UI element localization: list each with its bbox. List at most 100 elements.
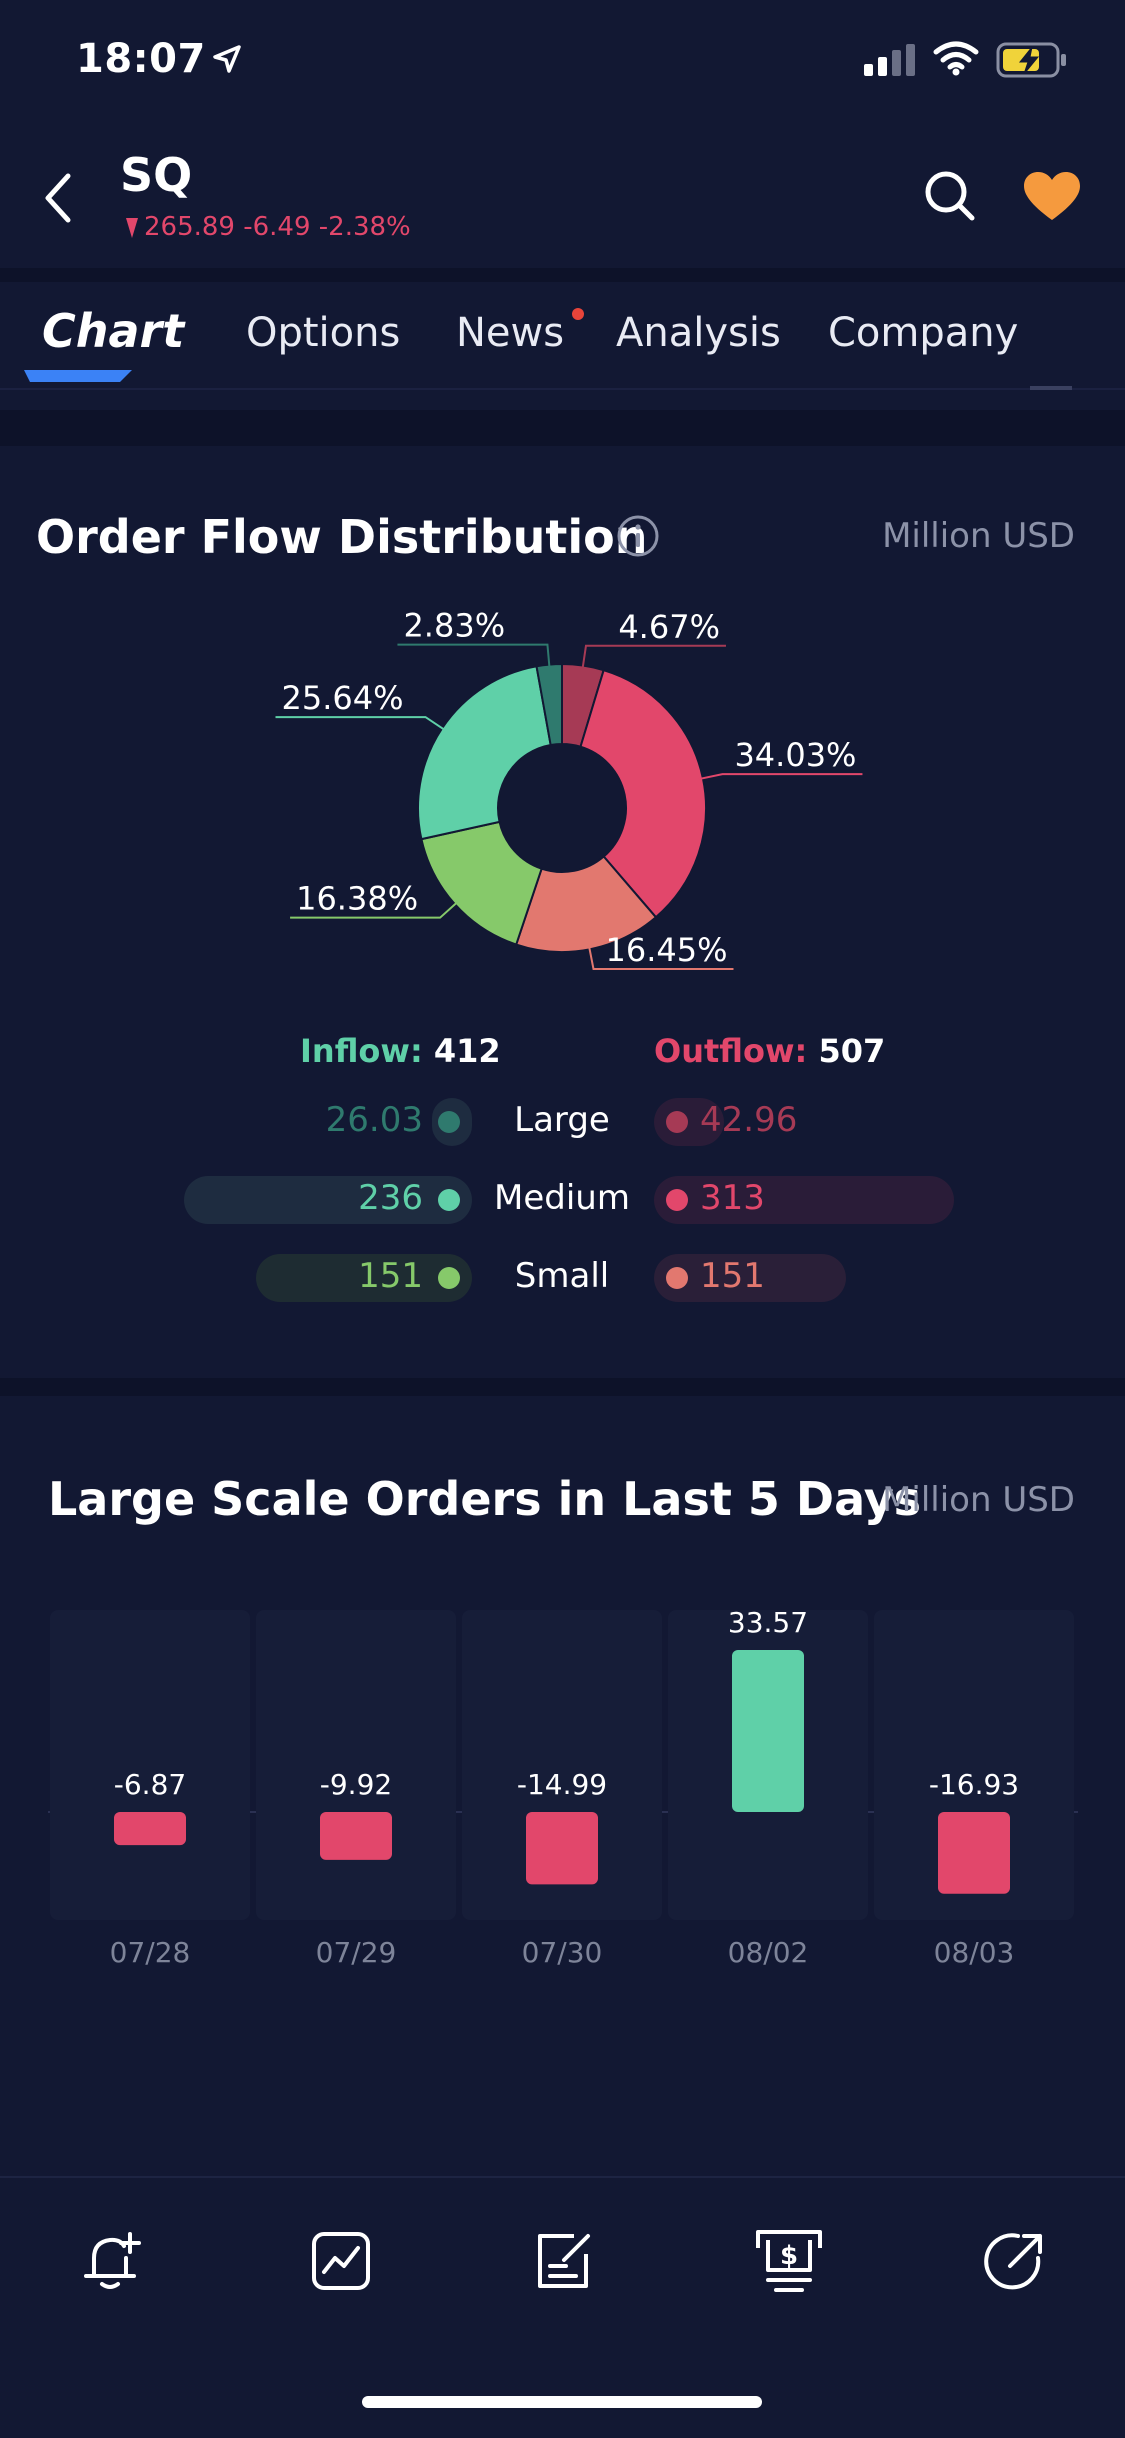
large-orders-unit: Million USD <box>882 1480 1075 1520</box>
cellular-signal-icon <box>864 44 915 76</box>
bar-column-bg <box>50 1610 250 1920</box>
ticker-symbol: SQ <box>120 148 193 202</box>
bar <box>114 1812 186 1846</box>
location-arrow-icon <box>213 45 241 73</box>
inflow-label: Inflow: <box>300 1032 423 1070</box>
donut-slice-label: 34.03% <box>734 736 856 774</box>
active-tab-indicator <box>24 370 132 382</box>
outflow-value: 507 <box>818 1032 886 1070</box>
tab-chart[interactable]: Chart <box>42 304 184 358</box>
home-indicator[interactable] <box>362 2396 762 2408</box>
inflow-value: 412 <box>433 1032 501 1070</box>
outflow-large-pill <box>654 1098 724 1146</box>
donut-slice <box>420 820 543 946</box>
tab-news[interactable]: News <box>456 310 564 356</box>
tab-news-label: News <box>456 310 565 356</box>
donut-slice-label: 25.64% <box>281 679 403 717</box>
bar-column-bg <box>462 1610 662 1920</box>
tab-company[interactable]: Company <box>828 310 1018 356</box>
price-down-icon <box>126 218 138 238</box>
donut-leader-line <box>290 900 459 919</box>
bar-value-label: -9.92 <box>320 1768 392 1801</box>
bar-date-label: 08/03 <box>934 1936 1015 1969</box>
size-label-large: Large <box>514 1100 610 1140</box>
bar-value-label: 33.57 <box>728 1606 808 1639</box>
bar-value-label: -6.87 <box>114 1768 186 1801</box>
inflow-medium-pill <box>184 1176 472 1224</box>
order-flow-donut-chart: 4.67% 34.03% 16.45% 16.38% 25.64%2.83% <box>275 607 863 970</box>
tab-chart-label: Chart <box>42 304 185 358</box>
tab-scroll-handle[interactable] <box>1030 386 1072 390</box>
bar <box>320 1812 392 1860</box>
search-icon[interactable] <box>922 168 978 224</box>
donut-slice-label: 4.67% <box>618 608 720 646</box>
outflow-small-value: 151 <box>700 1256 765 1296</box>
outflow-medium-pill <box>654 1176 954 1224</box>
large-orders-title: Large Scale Orders in Last 5 Days <box>48 1472 922 1526</box>
svg-text:$: $ <box>780 2241 798 2271</box>
back-icon[interactable] <box>38 170 78 226</box>
bar-column-bg <box>874 1610 1074 1920</box>
inflow-medium-dot <box>438 1189 460 1211</box>
donut-leader-line <box>698 773 863 781</box>
bottom-toolbar <box>0 2176 1125 2438</box>
inflow-small-dot <box>438 1267 460 1289</box>
bar-date-label: 07/28 <box>110 1936 191 1969</box>
bar-date-label: 07/30 <box>522 1936 603 1969</box>
inflow-large-value: 26.03 <box>325 1100 423 1140</box>
note-edit-icon[interactable] <box>530 2228 596 2294</box>
inflow-medium-value: 236 <box>358 1178 423 1218</box>
inflow-small-pill <box>256 1254 472 1302</box>
bar-date-label: 08/02 <box>728 1936 809 1969</box>
outflow-medium-dot <box>666 1189 688 1211</box>
status-time: 18:07 <box>76 36 206 82</box>
tab-company-label: Company <box>828 310 1019 356</box>
donut-leader-line <box>397 643 551 669</box>
favorite-heart-icon[interactable] <box>1024 172 1080 222</box>
news-notification-dot <box>572 308 584 320</box>
bar <box>526 1812 598 1885</box>
bar <box>732 1650 804 1812</box>
order-flow-unit: Million USD <box>882 516 1075 556</box>
inflow-summary: Inflow: 412 <box>300 1032 501 1070</box>
outflow-large-dot <box>666 1111 688 1133</box>
price-alert-bell-icon[interactable] <box>80 2228 146 2294</box>
tab-options[interactable]: Options <box>246 310 400 356</box>
trade-chart-icon[interactable] <box>308 2228 374 2294</box>
donut-slice <box>535 662 563 747</box>
price-change: 265.89 -6.49 -2.38% <box>144 212 411 242</box>
share-icon[interactable] <box>980 2226 1050 2296</box>
tab-analysis[interactable]: Analysis <box>616 310 781 356</box>
battery-charging-icon <box>996 42 1066 78</box>
inflow-small-value: 151 <box>358 1256 423 1296</box>
bar-column-bg <box>256 1610 456 1920</box>
tab-analysis-label: Analysis <box>616 310 781 356</box>
size-label-small: Small <box>514 1256 610 1296</box>
outflow-medium-value: 313 <box>700 1178 765 1218</box>
section-divider <box>0 410 1125 446</box>
donut-slice-label: 16.45% <box>605 931 727 969</box>
outflow-summary: Outflow: 507 <box>654 1032 885 1070</box>
donut-slice <box>579 668 707 919</box>
donut-leader-line <box>587 945 734 970</box>
bar-value-label: -16.93 <box>929 1768 1019 1801</box>
bar-value-label: -14.99 <box>517 1768 607 1801</box>
donut-slice-label: 2.83% <box>403 607 505 645</box>
section-divider-2 <box>0 1378 1125 1396</box>
donut-slice <box>417 665 552 841</box>
trade-dollar-icon[interactable]: $ <box>754 2226 824 2296</box>
wifi-icon <box>933 41 979 76</box>
bar <box>938 1812 1010 1894</box>
bar-date-label: 07/29 <box>316 1936 397 1969</box>
inflow-large-dot <box>438 1111 460 1133</box>
size-label-medium: Medium <box>494 1178 630 1218</box>
tab-bar: Chart Options News Analysis Company <box>0 282 1125 390</box>
order-flow-title: Order Flow Distribution <box>36 510 648 564</box>
outflow-small-dot <box>666 1267 688 1289</box>
donut-leader-line <box>581 644 726 670</box>
outflow-large-value: 42.96 <box>700 1100 798 1140</box>
donut-slice <box>514 855 658 953</box>
info-icon[interactable] <box>616 514 660 558</box>
donut-slice-label: 16.38% <box>296 880 418 918</box>
header-divider <box>0 268 1125 282</box>
